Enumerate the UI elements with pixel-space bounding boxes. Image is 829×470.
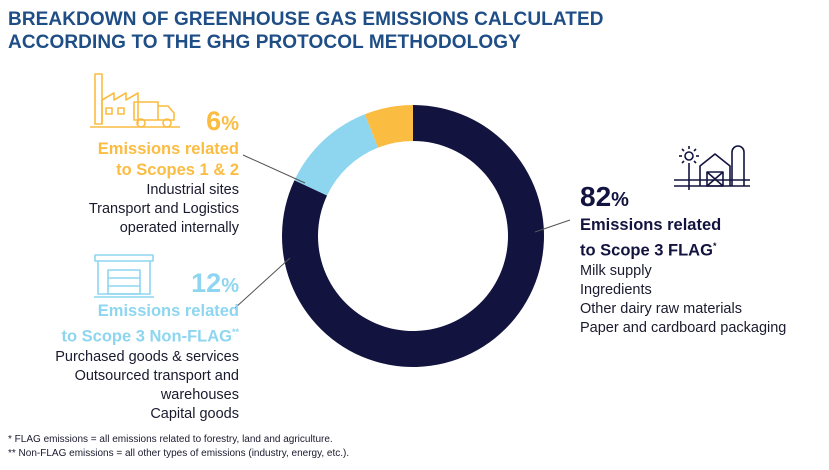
segment-block-scopes12: 6% Emissions related to Scopes 1 & 2 Ind… — [19, 106, 239, 238]
slice-scopes12 — [364, 105, 413, 148]
list-item: operated internally — [119, 220, 239, 236]
slice-scope3-nonflag — [294, 114, 379, 196]
list-item: Paper and cardboard packaging — [580, 319, 787, 336]
list-item: Ingredients — [580, 281, 652, 298]
label-nonflag: Emissions related to Scope 3 Non-FLAG** — [61, 302, 239, 346]
factory-truck-icon — [90, 73, 180, 128]
label-scopes12: Emissions related to Scopes 1 & 2 — [97, 140, 239, 179]
pct-nonflag: 12% — [191, 268, 239, 298]
leader-line-scopes12 — [242, 154, 306, 184]
list-item: Milk supply — [580, 262, 652, 279]
list-item: Outsourced transport and — [74, 367, 239, 384]
donut-slices — [281, 105, 544, 367]
leader-line-flag — [534, 219, 571, 233]
footnote-flag: * FLAG emissions = all emissions related… — [8, 434, 333, 445]
segment-block-flag: 82% Emissions related to Scope 3 FLAG* M… — [580, 182, 820, 338]
list-item: Purchased goods & services — [55, 348, 239, 365]
footnotes: * FLAG emissions = all emissions related… — [8, 433, 349, 461]
pct-scopes12: 6% — [206, 106, 239, 136]
pct-flag: 82% — [580, 181, 629, 212]
warehouse-icon — [94, 254, 154, 298]
segment-block-nonflag: 12% Emissions related to Scope 3 Non-FLA… — [0, 268, 239, 424]
title-line-2: ACCORDING TO THE GHG PROTOCOL METHODOLOG… — [8, 32, 521, 53]
farm-icon — [674, 145, 750, 190]
label-flag: Emissions related to Scope 3 FLAG* — [580, 216, 722, 260]
list-item: warehouses — [160, 386, 239, 403]
title-line-1: BREAKDOWN OF GREENHOUSE GAS EMISSIONS CA… — [8, 9, 604, 30]
footnote-nonflag: ** Non-FLAG emissions = all other types … — [8, 448, 350, 459]
leader-line-nonflag — [234, 257, 291, 309]
chart-title: BREAKDOWN OF GREENHOUSE GAS EMISSIONS CA… — [8, 8, 648, 54]
list-item: Capital goods — [150, 405, 239, 422]
list-item: Industrial sites — [146, 182, 239, 198]
items-flag: Milk supply Ingredients Other dairy raw … — [580, 262, 820, 338]
items-nonflag: Purchased goods & services Outsourced tr… — [0, 348, 239, 424]
list-item: Transport and Logistics — [88, 201, 239, 217]
list-item: Other dairy raw materials — [580, 300, 742, 317]
items-scopes12: Industrial sites Transport and Logistics… — [19, 181, 239, 238]
